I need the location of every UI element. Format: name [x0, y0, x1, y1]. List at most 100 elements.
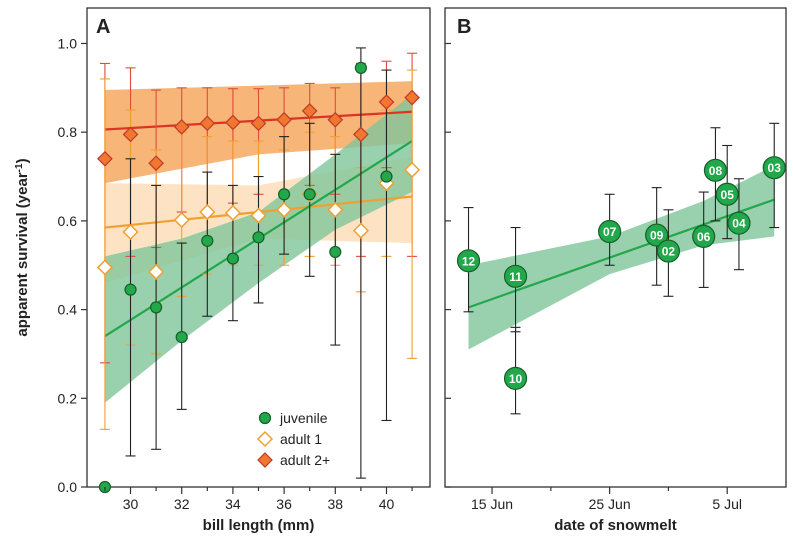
legend-marker: [257, 452, 273, 468]
point-adult2: [353, 126, 369, 143]
point-juvenile: [329, 245, 342, 259]
point-adult1: [224, 204, 241, 221]
legend-label: adult 1: [280, 431, 322, 447]
panel-b-frame: [444, 7, 787, 488]
point-year-10: 10: [503, 366, 528, 390]
point-adult1: [96, 259, 113, 276]
panel-b-points: 12 11 10 07 09 02 06 08 05 04 03: [456, 156, 786, 390]
error-bar-juvenile: [381, 69, 392, 422]
x-tick-label: 15 Jun: [471, 496, 513, 512]
x-tick-label: 32: [174, 496, 190, 512]
legend-label: adult 2+: [280, 452, 330, 468]
point-adult1: [122, 223, 139, 241]
panel-a-points: [96, 61, 421, 494]
point-circle: [762, 156, 786, 180]
point-adult1: [173, 211, 190, 229]
y-tick-label: 0.6: [58, 213, 78, 229]
point-adult1: [404, 161, 421, 178]
point-juvenile: [303, 188, 316, 201]
error-bar-adult1: [99, 78, 110, 430]
point-adult2: [327, 111, 344, 128]
point-adult1: [276, 201, 293, 218]
panel-a-letter: A: [96, 16, 110, 38]
panel-b: 12 11 10 07 09 02 06 08 05 04 03 15 Jun 25 Jun 5 Jul…: [444, 7, 787, 534]
point-adult2: [276, 111, 292, 128]
panel-a-axes: 0.0 0.2 0.4 0.6 0.8 1.0 30 32 34 36 38 40: [58, 35, 413, 512]
y-tick-label: 0.2: [58, 390, 78, 406]
point-juvenile: [380, 170, 393, 183]
point-label: 08: [709, 164, 723, 178]
point-adult2: [378, 94, 395, 110]
legend-item-juvenile: juvenile: [258, 410, 328, 426]
panel-a: 0.0 0.2 0.4 0.6 0.8 1.0 30 32 34 36 38 40 juvenile a…: [14, 7, 431, 534]
point-year-03: 03: [762, 156, 786, 180]
point-circle: [703, 158, 728, 182]
point-circle: [645, 223, 669, 247]
panel-b-x-axis-title: date of snowmelt: [554, 517, 677, 534]
point-circle: [692, 224, 716, 249]
x-tick-label: 40: [379, 496, 395, 512]
point-label: 12: [462, 254, 476, 268]
point-circle: [503, 264, 528, 288]
point-juvenile: [252, 231, 265, 244]
point-adult2: [225, 114, 241, 131]
point-label: 07: [603, 225, 617, 239]
point-year-07: 07: [598, 219, 622, 244]
point-adult1: [199, 203, 216, 221]
panel-b-confidence-band: [468, 165, 775, 350]
point-juvenile: [150, 301, 163, 314]
legend: juvenile adult 1 adult 2+: [256, 410, 330, 468]
point-juvenile: [226, 252, 240, 265]
y-tick-label: 0.4: [58, 302, 78, 318]
error-bar-juvenile: [151, 184, 162, 450]
y-tick-label: 1.0: [58, 35, 78, 51]
y-axis-title-end: ): [14, 158, 31, 163]
point-adult1: [250, 207, 267, 224]
y-axis-title-superscript: -1: [14, 163, 25, 172]
point-label: 02: [662, 245, 676, 259]
point-adult1: [148, 263, 165, 280]
point-adult2: [250, 115, 267, 132]
error-bar-juvenile: [176, 242, 187, 410]
point-label: 04: [732, 217, 746, 231]
point-label: 11: [509, 270, 522, 284]
panel-a-x-axis-title: bill length (mm): [203, 517, 315, 534]
point-juvenile: [277, 188, 291, 201]
error-bar-juvenile: [355, 47, 366, 479]
point-circle: [727, 211, 751, 235]
y-tick-label: 0.0: [58, 479, 78, 495]
point-adult2: [173, 119, 190, 135]
point-adult1: [327, 201, 344, 218]
x-tick-label: 25 Jun: [589, 496, 631, 512]
panel-b-axes: 15 Jun 25 Jun 5 Jul: [445, 42, 742, 512]
point-juvenile: [175, 330, 188, 344]
point-label: 03: [768, 161, 782, 175]
point-year-12: 12: [456, 249, 481, 273]
point-juvenile: [124, 283, 137, 296]
fit-line-snowmelt: [468, 198, 775, 309]
legend-label: juvenile: [279, 410, 328, 426]
panel-b-fit-line: [468, 198, 775, 309]
point-label: 05: [721, 188, 735, 202]
legend-marker: [258, 411, 272, 425]
point-circle: [598, 219, 622, 244]
point-year-09: 09: [645, 223, 669, 247]
point-adult2: [97, 150, 113, 167]
y-tick-label: 0.8: [58, 124, 78, 140]
x-tick-label: 30: [123, 496, 139, 512]
panel-a-y-axis-title: apparent survival (year-1): [14, 158, 32, 336]
x-tick-label: 5 Jul: [712, 496, 742, 512]
x-tick-label: 34: [225, 496, 241, 512]
point-adult2: [199, 115, 216, 132]
point-year-05: 05: [715, 182, 739, 206]
point-year-04: 04: [727, 211, 751, 235]
panel-b-letter: B: [457, 16, 471, 38]
error-bar-juvenile: [125, 158, 136, 457]
point-adult1: [352, 222, 369, 239]
point-adult2: [148, 155, 164, 172]
point-juvenile: [354, 61, 367, 74]
point-circle: [456, 249, 481, 273]
y-axis-title-main: apparent survival (year: [14, 172, 31, 336]
band-snowmelt: [468, 165, 775, 350]
